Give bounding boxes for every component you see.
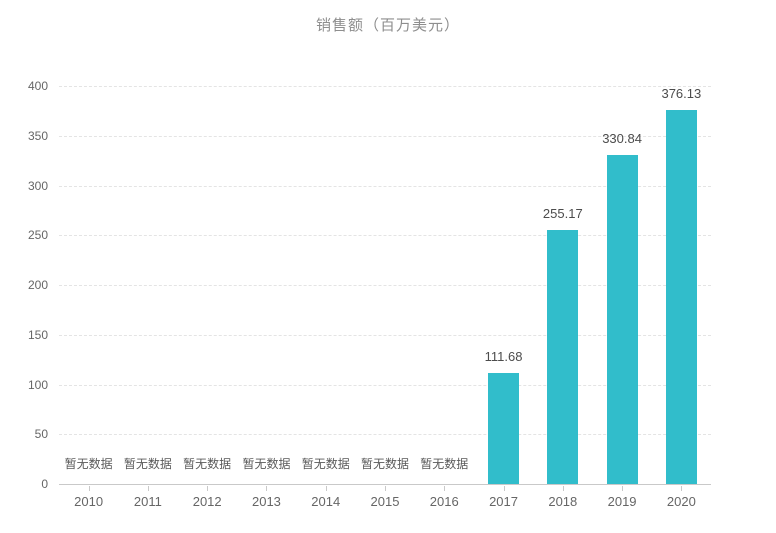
- y-axis-tick-label: 50: [34, 427, 48, 442]
- y-axis-tick-label: 350: [27, 128, 48, 143]
- bar-2019[interactable]: [606, 154, 638, 484]
- x-axis-tick: [681, 485, 683, 491]
- no-data-label: 暂无数据: [360, 457, 410, 471]
- y-gridline: [59, 86, 711, 87]
- x-axis-category-label: 2018: [548, 494, 578, 509]
- no-data-label: 暂无数据: [183, 457, 232, 471]
- x-axis-category-label: 2010: [74, 494, 104, 509]
- bar-value-label: 330.84: [602, 130, 642, 146]
- y-gridline: [59, 235, 711, 237]
- y-gridline: [59, 185, 711, 187]
- y-axis-tick-label: 100: [27, 377, 48, 392]
- x-axis-tick: [385, 485, 386, 491]
- x-axis-tick: [562, 485, 564, 491]
- no-data-label: 暂无数据: [123, 457, 172, 471]
- x-axis-tick: [88, 485, 90, 491]
- x-axis-line: [59, 484, 711, 485]
- x-axis-category-label: 2017: [489, 494, 518, 509]
- y-gridline: [59, 384, 711, 386]
- x-axis-category-label: 2014: [311, 494, 341, 509]
- y-gridline: [59, 334, 711, 336]
- bar-2018[interactable]: [547, 230, 579, 484]
- x-axis-tick: [444, 485, 446, 491]
- x-axis-category-label: 2012: [192, 494, 222, 509]
- bar-value-label: 111.68: [484, 348, 523, 364]
- bar-value-label: 376.13: [661, 85, 702, 101]
- x-axis-tick: [207, 485, 209, 491]
- x-axis-category-label: 2019: [607, 494, 637, 509]
- y-axis-tick-label: 400: [27, 79, 48, 93]
- x-axis-category-label: 2013: [251, 494, 281, 509]
- y-gridline: [59, 135, 711, 137]
- x-axis-category-label: 2016: [429, 494, 459, 509]
- x-axis-tick: [325, 485, 327, 491]
- x-axis-category-label: 2020: [666, 494, 696, 509]
- y-axis-tick-label: 150: [27, 327, 48, 342]
- bar-2020[interactable]: [665, 109, 697, 484]
- y-gridline: [59, 434, 711, 436]
- bar-2017[interactable]: [488, 372, 520, 484]
- x-axis-tick: [503, 485, 505, 491]
- no-data-label: 暂无数据: [301, 457, 350, 471]
- y-axis-tick-label: 0: [41, 477, 48, 491]
- y-gridline: [59, 285, 711, 286]
- x-axis-category-label: 2011: [133, 494, 162, 509]
- y-axis-tick-label: 300: [27, 178, 48, 193]
- bar-value-label: 255.17: [542, 206, 583, 222]
- no-data-label: 暂无数据: [420, 457, 469, 471]
- x-axis-tick: [622, 485, 624, 491]
- y-axis-tick-label: 250: [27, 228, 48, 243]
- chart-title: 销售额（百万美元）: [315, 17, 460, 34]
- no-data-label: 暂无数据: [242, 457, 291, 471]
- no-data-label: 暂无数据: [64, 457, 113, 471]
- x-axis-tick: [147, 485, 149, 491]
- x-axis-tick: [266, 485, 268, 491]
- x-axis-category-label: 2015: [370, 494, 400, 509]
- y-axis-tick-label: 200: [27, 278, 48, 292]
